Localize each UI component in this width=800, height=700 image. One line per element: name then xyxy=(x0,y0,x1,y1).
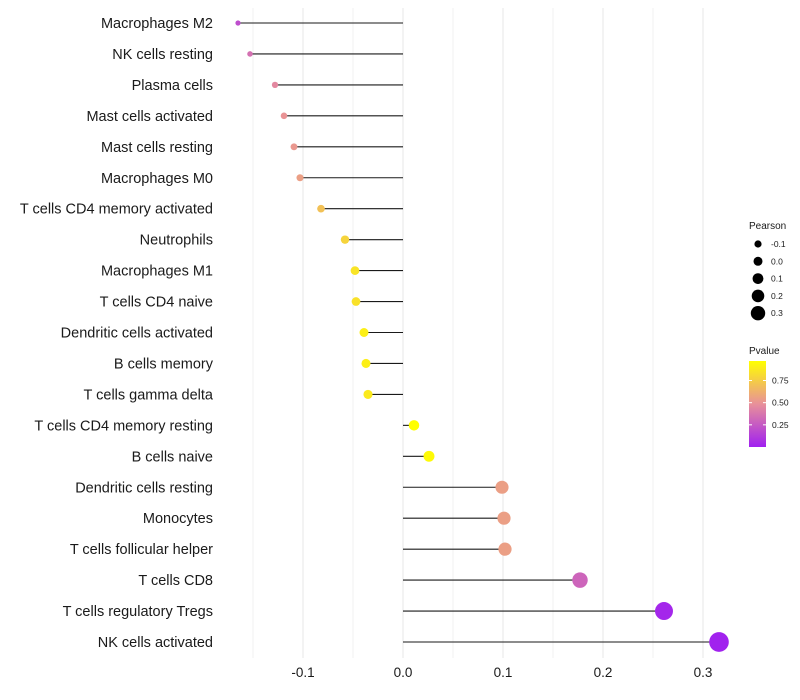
category-label: NK cells resting xyxy=(112,47,213,63)
x-tick-label: 0.1 xyxy=(494,665,513,680)
data-point xyxy=(423,450,435,462)
category-label: T cells follicular helper xyxy=(70,542,213,558)
category-label: T cells CD8 xyxy=(138,573,213,589)
data-point xyxy=(235,20,241,26)
data-point xyxy=(497,511,511,525)
data-point xyxy=(247,51,253,57)
category-label: Macrophages M1 xyxy=(101,264,213,280)
x-tick-label: 0.0 xyxy=(394,665,413,680)
category-label: B cells naive xyxy=(132,449,213,465)
data-point xyxy=(363,389,373,399)
lollipop-stems xyxy=(238,22,719,643)
data-point xyxy=(271,81,279,89)
category-label: Dendritic cells activated xyxy=(61,326,213,342)
pearson-legend-title: Pearson xyxy=(749,221,786,232)
size-legend-key xyxy=(751,289,765,303)
category-labels: Macrophages M2 NK cells resting Plasma cel… xyxy=(20,16,214,651)
data-point xyxy=(350,266,360,275)
data-point xyxy=(655,602,673,621)
grid-lines xyxy=(252,8,704,658)
pearson-size-legend: Pearson -0.1 0.0 0.1 0.2 0.3 xyxy=(749,221,786,321)
size-legend-label: -0.1 xyxy=(771,239,786,249)
x-tick-label: -0.1 xyxy=(291,665,314,680)
category-label: Dendritic cells resting xyxy=(75,480,213,496)
data-point xyxy=(317,204,325,213)
data-point xyxy=(495,480,509,494)
colorbar-label: 0.50 xyxy=(772,398,789,408)
size-legend-label: 0.1 xyxy=(771,274,783,284)
size-legend-label: 0.0 xyxy=(771,256,783,266)
data-point xyxy=(572,572,588,588)
data-point xyxy=(408,420,420,431)
category-label: Macrophages M0 xyxy=(101,171,213,187)
category-label: Mast cells resting xyxy=(101,140,213,156)
data-point xyxy=(290,143,298,151)
category-label: Monocytes xyxy=(143,511,213,527)
data-point xyxy=(280,112,288,120)
pvalue-colorbar xyxy=(749,361,766,447)
lollipop-points xyxy=(235,20,729,652)
data-point xyxy=(351,297,361,306)
category-label: T cells CD4 naive xyxy=(100,295,213,311)
category-label: Macrophages M2 xyxy=(101,16,213,32)
category-label: T cells CD4 memory activated xyxy=(20,202,213,218)
size-legend-label: 0.3 xyxy=(771,308,783,318)
data-point xyxy=(340,235,350,244)
pvalue-color-legend: Pvalue 0.25 0.50 0.75 xyxy=(749,346,789,447)
x-tick-label: 0.3 xyxy=(694,665,713,680)
data-point xyxy=(498,542,512,556)
category-label: Neutrophils xyxy=(140,233,213,249)
size-legend-key xyxy=(753,256,763,266)
colorbar-label: 0.75 xyxy=(772,376,789,386)
category-label: NK cells activated xyxy=(98,635,213,651)
category-label: Plasma cells xyxy=(132,78,213,94)
category-label: T cells CD4 memory resting xyxy=(34,418,213,434)
category-label: B cells memory xyxy=(114,356,214,372)
category-label: T cells regulatory Tregs xyxy=(63,604,213,620)
data-point xyxy=(709,632,729,652)
data-point xyxy=(359,328,369,337)
data-point xyxy=(361,358,371,368)
data-point xyxy=(296,174,304,182)
x-tick-label: 0.2 xyxy=(594,665,613,680)
size-legend-key xyxy=(754,240,762,248)
colorbar-label: 0.25 xyxy=(772,420,789,430)
x-axis-tick-labels: -0.1 0.0 0.1 0.2 0.3 xyxy=(291,665,712,680)
category-label: T cells gamma delta xyxy=(84,387,214,403)
category-label: Mast cells activated xyxy=(86,109,213,125)
size-legend-key xyxy=(752,273,764,284)
size-legend-label: 0.2 xyxy=(771,291,783,301)
size-legend-key xyxy=(750,306,766,321)
pvalue-legend-title: Pvalue xyxy=(749,346,780,357)
